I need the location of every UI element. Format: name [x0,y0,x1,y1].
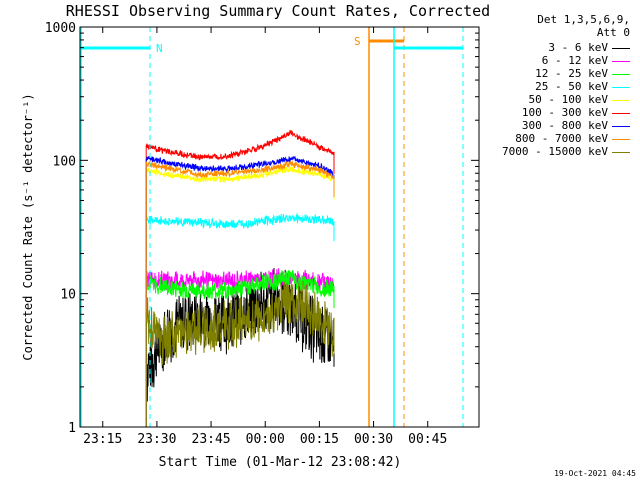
series-line [145,280,335,427]
series-line [145,129,335,427]
generation-timestamp: 19-Oct-2021 04:45 [554,469,636,478]
legend-entry-label: 12 - 25 keV [535,67,608,80]
legend-entry: 100 - 300 keV [522,106,630,119]
series-line [145,160,335,427]
legend-entry: 12 - 25 keV [535,67,630,80]
series-line [145,268,335,427]
y-tick-label: 10 [60,288,76,303]
legend-entry: 7000 - 15000 keV [502,145,630,158]
x-tick-label: 23:15 [83,432,122,447]
series-line [145,213,335,427]
plot-frame [79,26,480,428]
legend-swatch [612,112,630,114]
legend-header-line-1: Det 1,3,5,6,9, [537,13,630,26]
legend-entry-label: 3 - 6 keV [548,41,608,54]
saa-marker-label: S [354,35,361,48]
x-tick-label: 23:30 [137,432,176,447]
legend-swatch [612,60,630,62]
legend-swatch [612,138,630,140]
legend-entry: 300 - 800 keV [522,119,630,132]
legend-entry: 3 - 6 keV [548,41,630,54]
legend-swatch [612,47,630,49]
legend-entry-label: 7000 - 15000 keV [502,145,608,158]
series-line [145,155,335,427]
x-tick-label: 00:00 [246,432,285,447]
x-tick-label: 00:45 [408,432,447,447]
legend-entry-label: 25 - 50 keV [535,80,608,93]
y-axis-label: Corrected Count Rate (s⁻¹ detector⁻¹) [21,93,35,360]
series-line [145,165,335,427]
x-tick-label: 00:15 [300,432,339,447]
legend-entry: 6 - 12 keV [542,54,630,67]
legend-header-line-2: Att 0 [596,26,630,39]
legend-entry-label: 6 - 12 keV [541,54,608,67]
x-axis-label: Start Time (01-Mar-12 23:08:42) [159,455,402,470]
legend-entry-label: 300 - 800 keV [521,119,608,132]
legend-swatch [612,73,630,75]
legend-swatch [612,86,630,88]
legend-swatch [612,125,630,127]
y-tick-label: 100 [53,154,76,169]
chart-title: RHESSI Observing Summary Count Rates, Co… [66,2,490,20]
y-tick-label: 1000 [45,21,76,36]
night-marker-label: N [156,42,163,55]
y-tick-label: 1 [68,421,76,436]
x-tick-label: 00:30 [354,432,393,447]
legend-entry-label: 100 - 300 keV [521,106,608,119]
legend-swatch [612,151,630,153]
legend-entry-label: 800 - 7000 keV [515,132,608,145]
legend-entry: 800 - 7000 keV [515,132,630,145]
legend-entry: 50 - 100 keV [529,93,630,106]
x-tick-label: 23:45 [192,432,231,447]
legend-entry: 25 - 50 keV [535,80,630,93]
legend-entry-label: 50 - 100 keV [528,93,608,106]
legend-swatch [612,99,630,101]
